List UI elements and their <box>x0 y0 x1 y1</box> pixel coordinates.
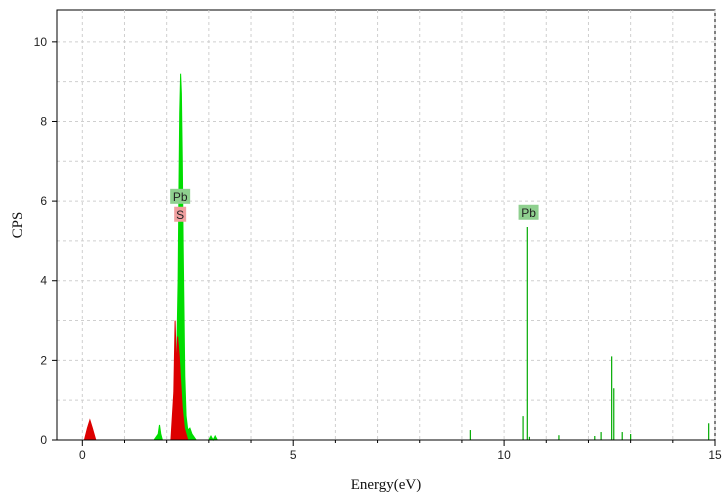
y-tick-label: 4 <box>40 274 47 288</box>
x-tick-label: 10 <box>497 448 511 462</box>
peak-annotations: Pb S Pb <box>170 188 539 222</box>
peak-annotation-box <box>518 204 539 220</box>
peak-annotation-label: Pb <box>173 190 188 204</box>
grid <box>57 10 716 440</box>
peak-annotation-label: S <box>176 208 184 222</box>
peak-annotation-label: Pb <box>521 206 536 220</box>
x-tick-label: 5 <box>290 448 297 462</box>
y-tick-label: 2 <box>40 353 47 367</box>
peak-annotation: S <box>174 206 187 222</box>
x-axis-title: Energy(eV) <box>351 477 422 493</box>
ticks: 0 5 10 15 0 2 4 6 8 10 <box>34 35 722 462</box>
x-tick-label: 15 <box>708 448 722 462</box>
y-axis-title: CPS <box>10 212 26 239</box>
spectrum-spikes <box>469 226 710 440</box>
y-tick-label: 10 <box>34 35 48 49</box>
y-tick-label: 6 <box>40 194 47 208</box>
peak-annotation: Pb <box>170 188 191 204</box>
peak-annotation-box <box>174 206 187 222</box>
spectrum-series-1 <box>83 320 189 441</box>
y-tick-label: 8 <box>40 114 47 128</box>
plot-area <box>56 9 716 441</box>
peak-annotation: Pb <box>518 204 539 220</box>
x-tick-label: 0 <box>79 448 86 462</box>
peak-annotation-box <box>170 188 191 204</box>
y-tick-label: 0 <box>40 433 47 447</box>
